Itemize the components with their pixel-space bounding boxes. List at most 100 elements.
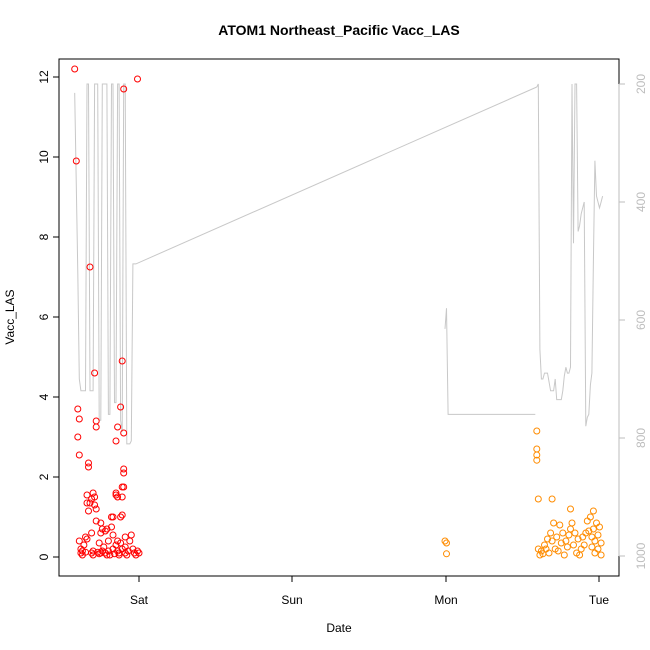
data-point — [91, 501, 99, 509]
data-point — [71, 65, 79, 73]
data-point — [533, 451, 541, 459]
data-point — [83, 499, 91, 507]
y-tick-label: 12 — [37, 70, 51, 84]
data-point — [594, 531, 602, 539]
data-point — [108, 523, 115, 531]
y-right-axis: 200 400 600 800 1000 — [618, 74, 648, 569]
y-tick-label: 10 — [37, 150, 51, 164]
data-point — [118, 493, 126, 501]
data-point — [120, 85, 128, 93]
data-point — [91, 369, 99, 377]
data-point — [134, 547, 141, 555]
data-point — [533, 427, 541, 435]
data-point — [85, 507, 92, 515]
data-point — [114, 547, 122, 555]
data-point — [533, 456, 541, 464]
y-tick-label: 8 — [37, 233, 51, 240]
data-point — [112, 437, 120, 445]
data-point — [85, 459, 92, 467]
data-point — [120, 465, 128, 473]
data-point — [103, 551, 111, 559]
data-point — [112, 489, 120, 497]
data-point — [92, 505, 100, 513]
data-point — [83, 491, 91, 499]
data-point — [565, 531, 573, 539]
data-point — [550, 519, 558, 527]
data-point — [563, 543, 571, 551]
data-point — [86, 499, 94, 507]
data-point — [124, 547, 132, 555]
data-point — [75, 537, 83, 545]
y-tick-label: 2 — [37, 473, 51, 480]
data-point — [585, 527, 593, 535]
data-point — [117, 513, 125, 521]
y-right-tick-label: 400 — [634, 192, 648, 212]
y-right-tick-label: 1000 — [634, 542, 648, 569]
y-tick-label: 0 — [37, 553, 51, 560]
data-point — [547, 529, 555, 537]
y-right-tick-label: 800 — [634, 428, 648, 448]
data-point — [597, 551, 605, 559]
data-point — [85, 463, 92, 471]
data-point — [109, 531, 117, 539]
data-point — [443, 550, 450, 558]
data-point — [548, 537, 556, 545]
secondary-line-segment — [74, 83, 538, 445]
x-tick-label: Sun — [281, 593, 302, 607]
data-point — [75, 451, 83, 459]
data-point — [101, 527, 109, 535]
data-point — [89, 547, 97, 555]
y-tick-label: 4 — [37, 393, 51, 400]
data-point — [589, 525, 597, 533]
data-point — [91, 493, 99, 501]
data-point — [567, 505, 574, 513]
data-point — [117, 403, 125, 411]
data-point — [74, 405, 82, 413]
data-point — [574, 535, 582, 543]
x-tick-label: Tue — [589, 593, 610, 607]
data-point — [570, 541, 577, 549]
data-point — [92, 417, 100, 425]
data-point — [560, 551, 568, 559]
data-point — [134, 75, 141, 83]
data-point — [92, 423, 100, 431]
x-tick-label: Mon — [434, 593, 457, 607]
y-right-tick-label: 200 — [634, 74, 648, 94]
data-point — [82, 533, 89, 541]
data-point — [591, 549, 599, 557]
data-point — [589, 507, 597, 515]
data-point — [556, 521, 564, 529]
y-axis: 0 2 4 6 8 10 12 — [37, 70, 60, 560]
data-point — [120, 483, 128, 491]
data-point — [103, 525, 111, 533]
x-axis-label: Date — [326, 621, 352, 635]
data-point — [548, 495, 556, 503]
data-point — [586, 513, 594, 521]
data-point — [95, 539, 103, 547]
data-point — [597, 539, 605, 547]
data-point — [583, 517, 591, 525]
data-point — [118, 511, 126, 519]
y-tick-label: 6 — [37, 313, 51, 320]
data-point — [80, 541, 88, 549]
data-point — [541, 541, 548, 549]
data-point — [534, 495, 542, 503]
data-point — [594, 545, 602, 553]
data-point — [106, 551, 114, 559]
data-point — [129, 545, 137, 553]
data-point — [559, 529, 567, 537]
data-point — [443, 539, 450, 547]
data-point — [112, 491, 120, 499]
points-layer — [71, 65, 605, 559]
data-point — [544, 535, 551, 543]
data-point — [120, 429, 128, 437]
data-point — [568, 519, 576, 527]
data-point — [83, 535, 91, 543]
data-point — [553, 533, 561, 541]
x-tick-label: Sat — [130, 593, 149, 607]
data-point — [92, 517, 100, 525]
data-point — [571, 529, 579, 537]
data-point — [596, 523, 603, 531]
data-point — [72, 157, 80, 165]
